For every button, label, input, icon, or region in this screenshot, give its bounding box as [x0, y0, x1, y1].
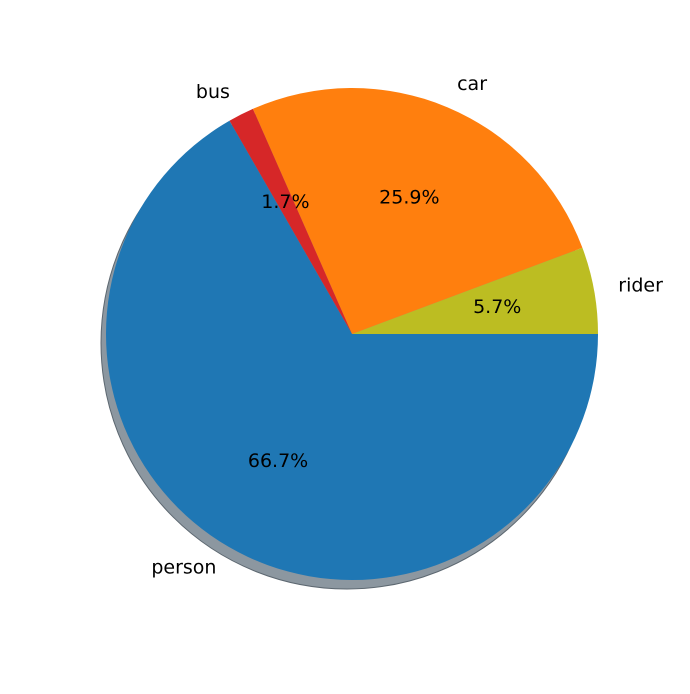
slice-label-car: car: [457, 73, 487, 95]
slice-label-person: person: [151, 557, 216, 579]
slice-percent-bus: 1.7%: [261, 191, 309, 213]
slice-label-rider: rider: [618, 274, 663, 296]
slice-percent-rider: 5.7%: [473, 296, 521, 318]
pie-slice-bus: [229, 108, 352, 334]
pie-labels: rider 5.7% car 25.9% bus 1.7% person 66.7%: [151, 73, 663, 579]
slice-percent-car: 25.9%: [379, 186, 439, 208]
pie-slices: [105, 87, 598, 580]
slice-percent-person: 66.7%: [248, 450, 308, 472]
pie-slice-car: [252, 87, 583, 335]
pie-slice-rider: [352, 247, 598, 334]
slice-label-bus: bus: [196, 81, 230, 103]
pie-slice-person: [105, 120, 598, 580]
